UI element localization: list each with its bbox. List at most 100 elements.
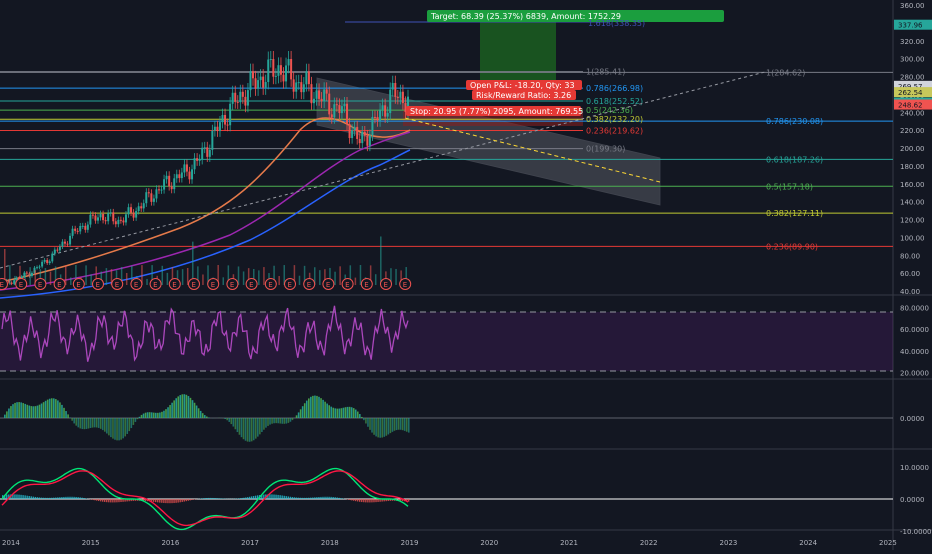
candle-body (321, 99, 323, 101)
macdh-bar (112, 418, 114, 439)
macd-hist-bar (363, 499, 364, 502)
candle-body (107, 213, 109, 221)
volume-bar (223, 277, 225, 285)
macd-hist-bar (92, 499, 93, 500)
macdh-bar (84, 418, 86, 429)
macd-hist-bar (351, 499, 352, 500)
earnings-marker-label: E (192, 281, 196, 289)
macdh-bar (269, 418, 271, 425)
candle-body (143, 203, 145, 208)
macdh-bar (190, 398, 192, 418)
macd-hist-bar (216, 498, 217, 499)
macd-hist-bar (247, 497, 248, 499)
fib2-level-label: 0.618(252.52) (586, 97, 643, 106)
macd-hist-bar (73, 497, 74, 499)
candle-body (130, 207, 132, 212)
candle-body (128, 207, 130, 214)
y-tick-label: 140.00 (900, 199, 925, 207)
macdh-bar (400, 418, 402, 430)
macd-hist-bar (65, 497, 66, 499)
macd-hist-bar (316, 497, 317, 499)
macd-hist-bar (161, 499, 162, 503)
candle-body (341, 106, 343, 113)
candle-body (191, 169, 193, 179)
candle-body (234, 93, 236, 102)
macd-hist-bar (288, 496, 289, 499)
candle-body (216, 127, 218, 131)
candle-body (171, 186, 173, 189)
earnings-marker-label: E (384, 281, 388, 289)
candle-body (84, 226, 86, 230)
macd-tick-label: 0.0000 (900, 496, 925, 504)
candle-body (285, 65, 287, 81)
macdh-bar (320, 398, 322, 418)
fib-level-label: 0.618(187.26) (766, 155, 823, 164)
volume-bar (243, 271, 245, 285)
price-marker-label: 248.62 (898, 102, 923, 110)
candle-body (186, 164, 188, 171)
volume-bar (299, 276, 301, 285)
candle-body (77, 231, 79, 232)
macd-hist-bar (328, 497, 329, 499)
macd-hist-bar (314, 497, 315, 499)
macdh-bar (312, 396, 314, 418)
macdh-bar (349, 407, 351, 418)
rsi-tick-label: 40.0000 (900, 348, 929, 356)
macd-hist-bar (330, 497, 331, 499)
candle-body (384, 105, 386, 116)
macd-hist-bar (324, 497, 325, 499)
target-zone (480, 22, 556, 82)
candle-body (224, 115, 226, 125)
macd-hist-bar (249, 497, 250, 499)
macdh-bar (31, 406, 33, 418)
candle-body (67, 244, 69, 245)
macdh-bar (208, 417, 210, 418)
x-tick-label: 2022 (640, 539, 658, 547)
macdh-bar (373, 418, 375, 435)
x-tick-label: 2014 (2, 539, 20, 547)
candle-body (239, 92, 241, 102)
macdh-bar (228, 418, 230, 422)
candle-body (349, 124, 351, 138)
macd-hist-bar (186, 499, 187, 501)
candle-body (94, 215, 96, 220)
macd-hist-bar (61, 497, 62, 499)
macd-hist-bar (69, 497, 70, 499)
earnings-marker-label: E (172, 281, 176, 289)
macdh-bar (255, 418, 257, 439)
macdh-bar (369, 418, 371, 430)
macd-hist-bar (165, 499, 166, 503)
macd-hist-bar (375, 499, 376, 502)
macdh-bar (139, 417, 141, 418)
candle-body (87, 225, 89, 230)
macdh-bar (230, 418, 232, 424)
candle-body (316, 90, 318, 98)
macdh-bar (118, 418, 120, 440)
y-tick-label: 180.00 (900, 163, 925, 171)
macd-hist-bar (33, 497, 34, 499)
candle-body (222, 115, 224, 122)
macdh-bar (159, 413, 161, 418)
candle-body (204, 147, 206, 148)
candle-body (188, 172, 190, 180)
macdh-bar (4, 415, 6, 418)
macdh-bar (145, 413, 147, 418)
macd-hist-bar (31, 496, 32, 499)
macd-hist-bar (269, 494, 270, 499)
macdh-bar (61, 405, 63, 418)
candle-body (31, 273, 33, 276)
macdh-bar (102, 418, 104, 430)
macdh-bar (196, 406, 198, 418)
candle-body (346, 104, 348, 124)
macdh-bar (406, 418, 408, 432)
earnings-marker-label: E (211, 281, 215, 289)
macdh-bar (253, 418, 255, 440)
macdh-bar (141, 415, 143, 418)
macdh-bar (149, 412, 151, 418)
macd-hist-bar (167, 499, 168, 503)
candle-body (389, 90, 391, 113)
macdh-bar (316, 396, 318, 418)
candle-body (211, 131, 213, 150)
macdh-bar (381, 418, 383, 438)
y-tick-label: 280.00 (900, 74, 925, 82)
